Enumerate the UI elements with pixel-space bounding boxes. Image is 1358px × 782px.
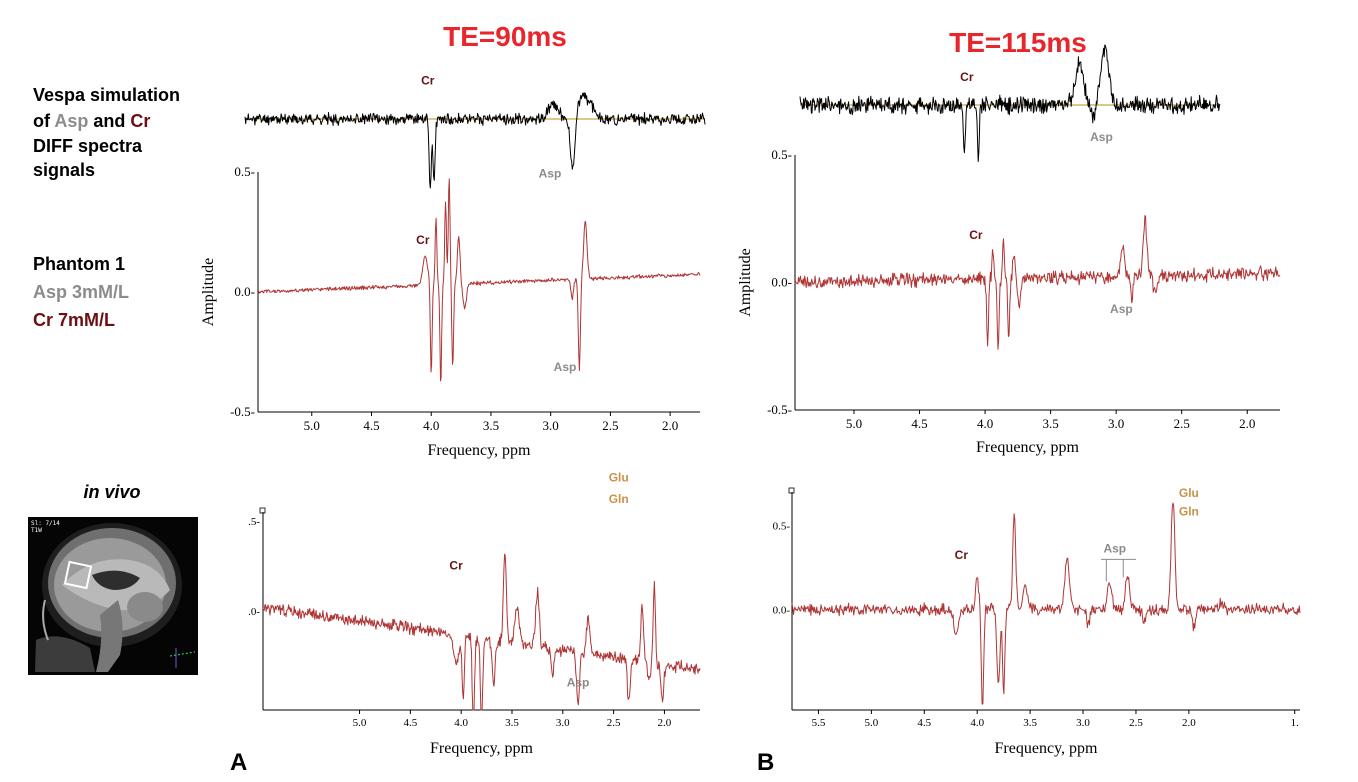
vespa-line-3: DIFF spectra bbox=[33, 136, 143, 156]
y-tick-label: 0.5- bbox=[771, 147, 792, 162]
x-tick-label: 4.5 bbox=[911, 416, 927, 431]
peak-label-asp: Asp bbox=[1090, 130, 1113, 144]
x-tick-label: 5.0 bbox=[846, 416, 862, 431]
y-tick-label: .0- bbox=[248, 606, 260, 618]
x-tick-label: 2.0 bbox=[1239, 416, 1255, 431]
peak-label-asp: Asp bbox=[554, 360, 577, 374]
mri-overlay-1: Sl: 7/14 bbox=[31, 520, 60, 527]
x-tick-label: 4.0 bbox=[454, 717, 468, 729]
x-tick-label: 5.0 bbox=[353, 717, 367, 729]
spectrum-series-line bbox=[791, 502, 1301, 705]
peak-label-cr: Cr bbox=[969, 228, 983, 242]
vespa-label: Vespa simulation of Asp and Cr DIFF spec… bbox=[33, 85, 180, 180]
y-axis-label: Amplitude bbox=[737, 248, 754, 316]
te-115-title: TE=115ms bbox=[949, 27, 1087, 58]
x-tick-label: 3.0 bbox=[1108, 416, 1124, 431]
x-tick-label: 2.5 bbox=[607, 717, 621, 729]
voxel-box bbox=[63, 560, 93, 590]
spectrum-series-line bbox=[799, 44, 1221, 162]
y-tick-label: 0.5- bbox=[234, 164, 255, 179]
panel-label-a: A bbox=[230, 749, 247, 776]
spectrum-series-line bbox=[794, 215, 1281, 350]
chart-vespa-te115: Cr Asp bbox=[799, 44, 1221, 162]
x-tick-label: 3.0 bbox=[556, 717, 570, 729]
x-axis-label: Frequency, ppm bbox=[995, 740, 1098, 757]
vespa-asp: Asp bbox=[54, 111, 88, 131]
y-tick-label: 0.0- bbox=[234, 284, 255, 299]
x-tick-label: 2.0 bbox=[662, 418, 678, 433]
chart-phantom-te90: 5.0 4.5 4.0 3.5 3.0 2.5 2.0 0.5- 0.0- -0.5- Freque… bbox=[200, 164, 701, 459]
peak-label-cr: Cr bbox=[416, 233, 430, 247]
y-tick-label: 0.0- bbox=[773, 604, 791, 616]
x-tick-label: 5.5 bbox=[812, 717, 826, 729]
vespa-of: of bbox=[33, 111, 54, 131]
y-tick-label: 0.5- bbox=[773, 521, 791, 533]
x-axis-label: Frequency, ppm bbox=[976, 439, 1079, 456]
mri-brain-image: Sl: 7/14 T1W bbox=[28, 517, 198, 675]
vespa-cr: Cr bbox=[130, 111, 150, 131]
panel-label-b: B bbox=[757, 749, 774, 776]
y-tick-label: 0.0- bbox=[771, 275, 792, 290]
chart-vespa-te90: Cr Asp bbox=[244, 74, 706, 189]
y-tick-label: .5- bbox=[248, 516, 260, 528]
vespa-line-4: signals bbox=[33, 160, 95, 180]
x-axis-label: Frequency, ppm bbox=[428, 442, 531, 459]
mri-overlay-2: T1W bbox=[31, 527, 42, 534]
spectrum-series-line bbox=[257, 178, 701, 382]
x-tick-label: 2.5 bbox=[602, 418, 618, 433]
x-tick-label: 5.0 bbox=[304, 418, 320, 433]
x-tick-label: 4.0 bbox=[977, 416, 993, 431]
y-tick-label: -0.5- bbox=[230, 404, 255, 419]
y-tick-label: -0.5- bbox=[767, 402, 792, 417]
peak-label-cr: Cr bbox=[955, 548, 969, 562]
peak-label-gln: Gln bbox=[609, 492, 629, 506]
chart-invivo-te115: 5.5 5.0 4.5 4.0 3.5 3.0 2.5 2.0 1. 0.5- 0.0- Freque… bbox=[773, 486, 1301, 757]
peak-label-asp: Asp bbox=[1110, 302, 1133, 316]
peak-label-glu: Glu bbox=[1179, 486, 1199, 500]
in-vivo-label: in vivo bbox=[83, 482, 140, 502]
x-tick-label: 4.0 bbox=[970, 717, 984, 729]
axis-corner-marker bbox=[788, 487, 795, 494]
x-tick-label: 3.0 bbox=[543, 418, 559, 433]
x-tick-label: 2.5 bbox=[1174, 416, 1190, 431]
vespa-line-2: of Asp and Cr bbox=[33, 111, 150, 131]
peak-label-cr: Cr bbox=[421, 74, 435, 88]
y-axis-label: Amplitude bbox=[200, 258, 217, 326]
spectrum-series-line bbox=[244, 92, 706, 189]
chart-invivo-te90: 5.0 4.5 4.0 3.5 3.0 2.5 2.0 .5- .0- Frequency, pp… bbox=[248, 470, 701, 757]
peak-label-cr: Cr bbox=[960, 70, 974, 84]
x-tick-label: 4.5 bbox=[917, 717, 931, 729]
te-90-title: TE=90ms bbox=[443, 21, 567, 52]
x-tick-label: 3.0 bbox=[1076, 717, 1090, 729]
peak-label-asp: Asp bbox=[1103, 541, 1126, 555]
peak-label-cr: Cr bbox=[449, 559, 463, 573]
spectrum-series-line bbox=[262, 553, 701, 711]
peak-label-asp: Asp bbox=[539, 167, 562, 181]
chart-phantom-te115: 5.0 4.5 4.0 3.5 3.0 2.5 2.0 0.5- 0.0- -0.5- Freque… bbox=[737, 147, 1281, 456]
x-axis-label: Frequency, ppm bbox=[430, 740, 533, 757]
phantom-label: Phantom 1 Asp 3mM/L Cr 7mM/L bbox=[33, 254, 129, 330]
x-tick-label: 3.5 bbox=[1042, 416, 1058, 431]
x-tick-label: 4.5 bbox=[363, 418, 379, 433]
x-tick-label: 3.5 bbox=[483, 418, 499, 433]
x-tick-label: 4.0 bbox=[423, 418, 439, 433]
x-tick-label: 4.5 bbox=[403, 717, 417, 729]
vespa-line-1: Vespa simulation bbox=[33, 85, 180, 105]
phantom-cr: Cr 7mM/L bbox=[33, 310, 115, 330]
x-tick-label: 2.5 bbox=[1129, 717, 1143, 729]
vespa-and: and bbox=[88, 111, 130, 131]
phantom-asp: Asp 3mM/L bbox=[33, 282, 129, 302]
phantom-title: Phantom 1 bbox=[33, 254, 125, 274]
x-tick-label: 5.0 bbox=[865, 717, 879, 729]
x-tick-label: 3.5 bbox=[505, 717, 519, 729]
peak-label-glu: Glu bbox=[609, 470, 629, 484]
x-tick-label: 3.5 bbox=[1023, 717, 1037, 729]
x-tick-label: 2.0 bbox=[658, 717, 672, 729]
x-tick-label: 1. bbox=[1291, 717, 1300, 729]
x-tick-label: 2.0 bbox=[1182, 717, 1196, 729]
axis-corner-marker bbox=[259, 507, 266, 514]
peak-label-gln: Gln bbox=[1179, 504, 1199, 518]
peak-label-asp: Asp bbox=[567, 676, 590, 690]
